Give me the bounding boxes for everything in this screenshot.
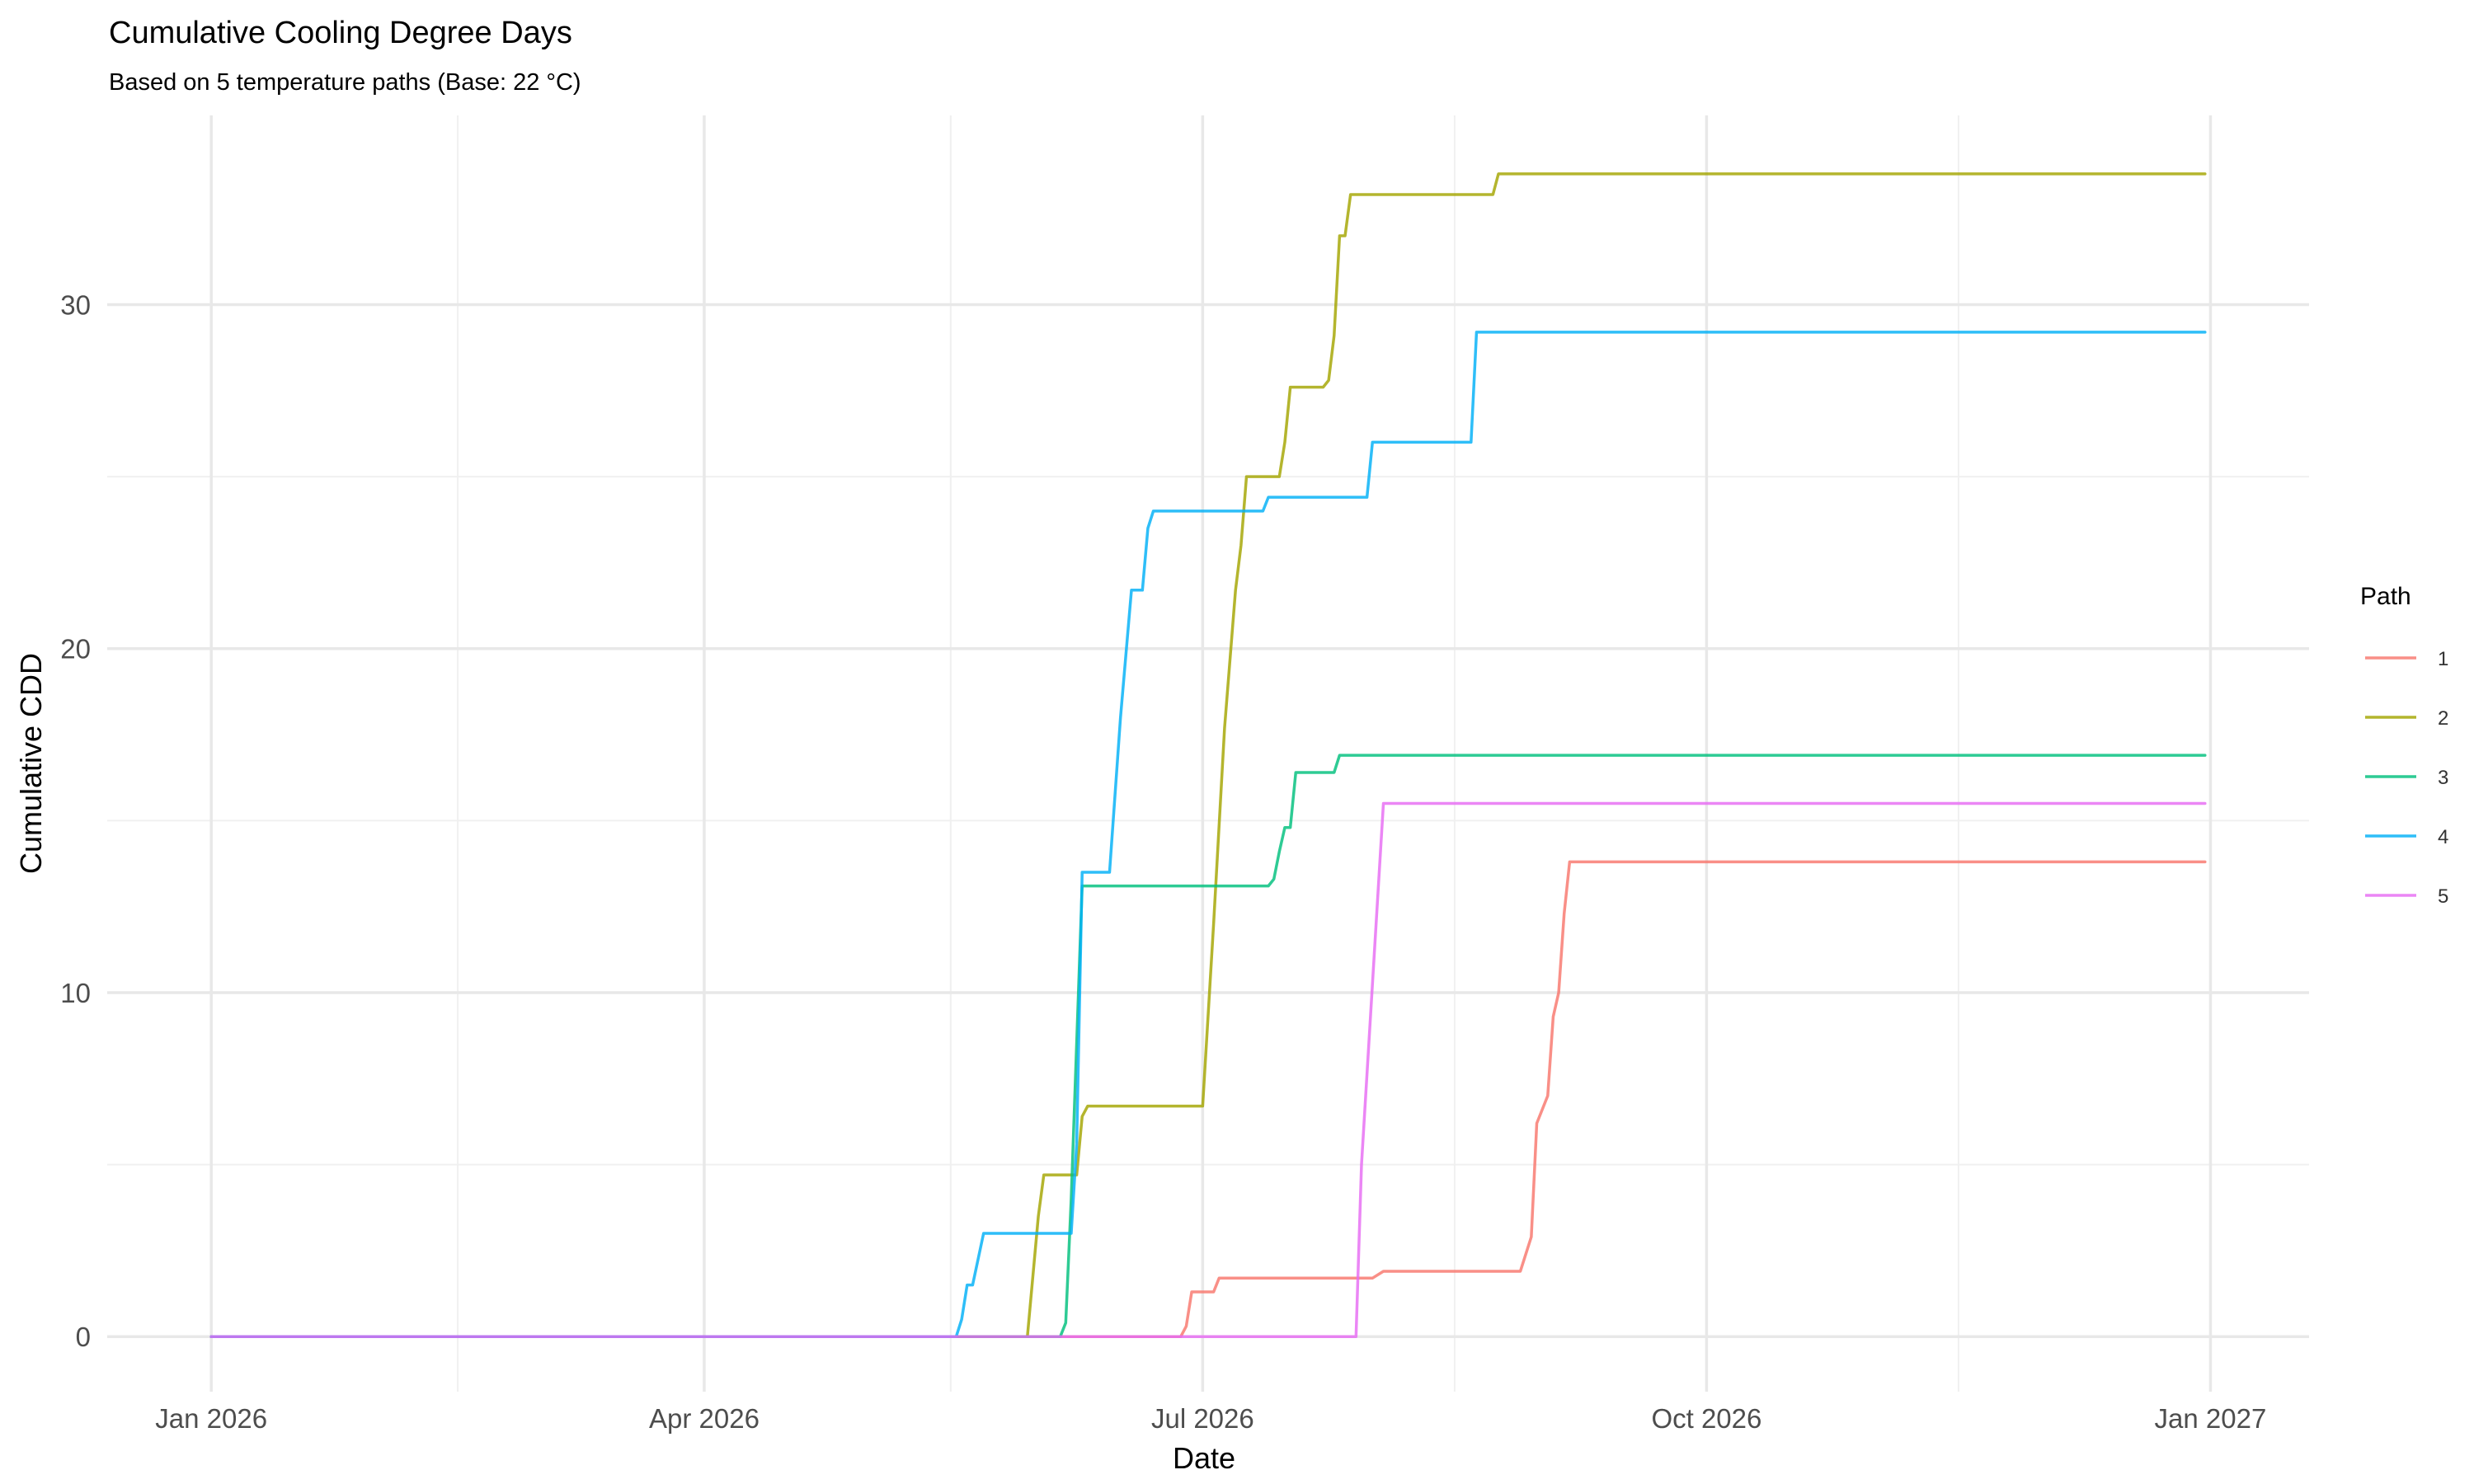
x-tick-label: Apr 2026 [649,1403,760,1434]
chart-title: Cumulative Cooling Degree Days [109,16,572,50]
legend-title: Path [2360,583,2411,610]
x-tick-label: Oct 2026 [1651,1403,1761,1434]
legend-label-4: 4 [2438,826,2448,848]
series-line-path-4 [209,331,2207,1338]
x-tick-label: Jan 2026 [155,1403,267,1434]
x-tick-label: Jul 2026 [1151,1403,1254,1434]
grid-layer [107,115,2309,1392]
series-line-path-3 [209,754,2207,1338]
chart-subtitle: Based on 5 temperature paths (Base: 22 °… [109,69,581,96]
y-tick-label: 20 [60,634,91,665]
y-tick-label: 10 [60,978,91,1008]
legend-label-5: 5 [2438,885,2448,908]
series-line-path-2 [209,172,2207,1338]
legend-label-3: 3 [2438,767,2448,789]
tick-labels: 0 10 20 30 Jan 2026 Apr 2026 Jul 2026 Oct 2026 J… [60,289,2266,1434]
series-line-path-5 [209,801,2207,1338]
legend-label-2: 2 [2438,707,2448,730]
legend: Path 1 2 3 4 5 [2360,583,2448,908]
x-tick-label: Jan 2027 [2155,1403,2267,1434]
legend-label-1: 1 [2438,648,2448,670]
y-axis-title: Cumulative CDD [14,653,48,874]
series-layer [209,172,2207,1338]
x-axis-title: Date [1173,1441,1235,1475]
series-line-path-1 [209,860,2207,1338]
y-tick-label: 30 [60,289,91,320]
y-tick-label: 0 [76,1322,91,1352]
